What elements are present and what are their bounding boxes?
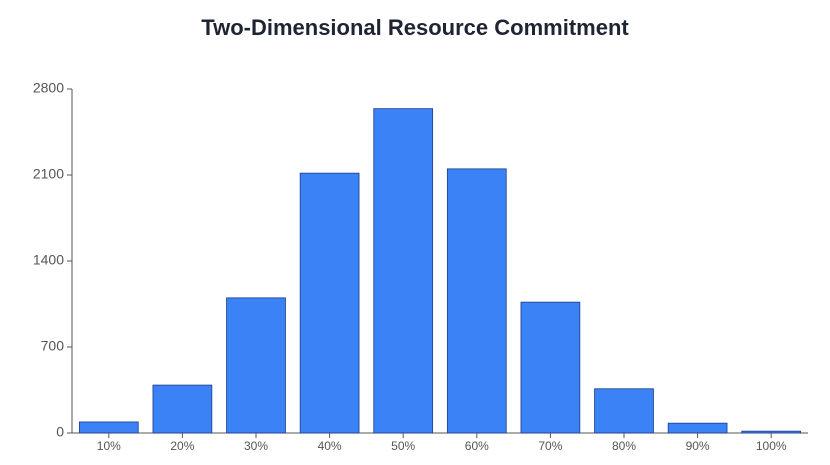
bar xyxy=(152,384,213,434)
bar xyxy=(667,422,728,434)
x-tick-label: 10% xyxy=(97,439,121,453)
x-tick-label: 20% xyxy=(170,439,194,453)
x-tick-label: 30% xyxy=(244,439,268,453)
x-tick-label: 90% xyxy=(686,439,710,453)
y-tick-label: 2100 xyxy=(33,166,64,182)
bar xyxy=(741,430,802,434)
x-tick-label: 40% xyxy=(318,439,342,453)
bar xyxy=(594,388,654,434)
bar xyxy=(446,168,507,434)
bar xyxy=(373,108,434,434)
x-tick-label: 60% xyxy=(465,439,489,453)
bar xyxy=(520,301,581,434)
y-tick-label: 1400 xyxy=(33,252,64,268)
chart-title: Two-Dimensional Resource Commitment xyxy=(201,15,629,40)
x-tick-label: 80% xyxy=(612,439,636,453)
x-tick-label: 70% xyxy=(538,439,562,453)
y-tick-label: 0 xyxy=(56,424,64,440)
bar xyxy=(226,297,286,434)
x-tick-label: 50% xyxy=(391,439,415,453)
y-tick-label: 2800 xyxy=(33,80,64,96)
bar xyxy=(299,172,360,434)
y-tick-label: 700 xyxy=(41,338,65,354)
x-tick-label: 100% xyxy=(756,439,787,453)
bar xyxy=(78,421,139,434)
